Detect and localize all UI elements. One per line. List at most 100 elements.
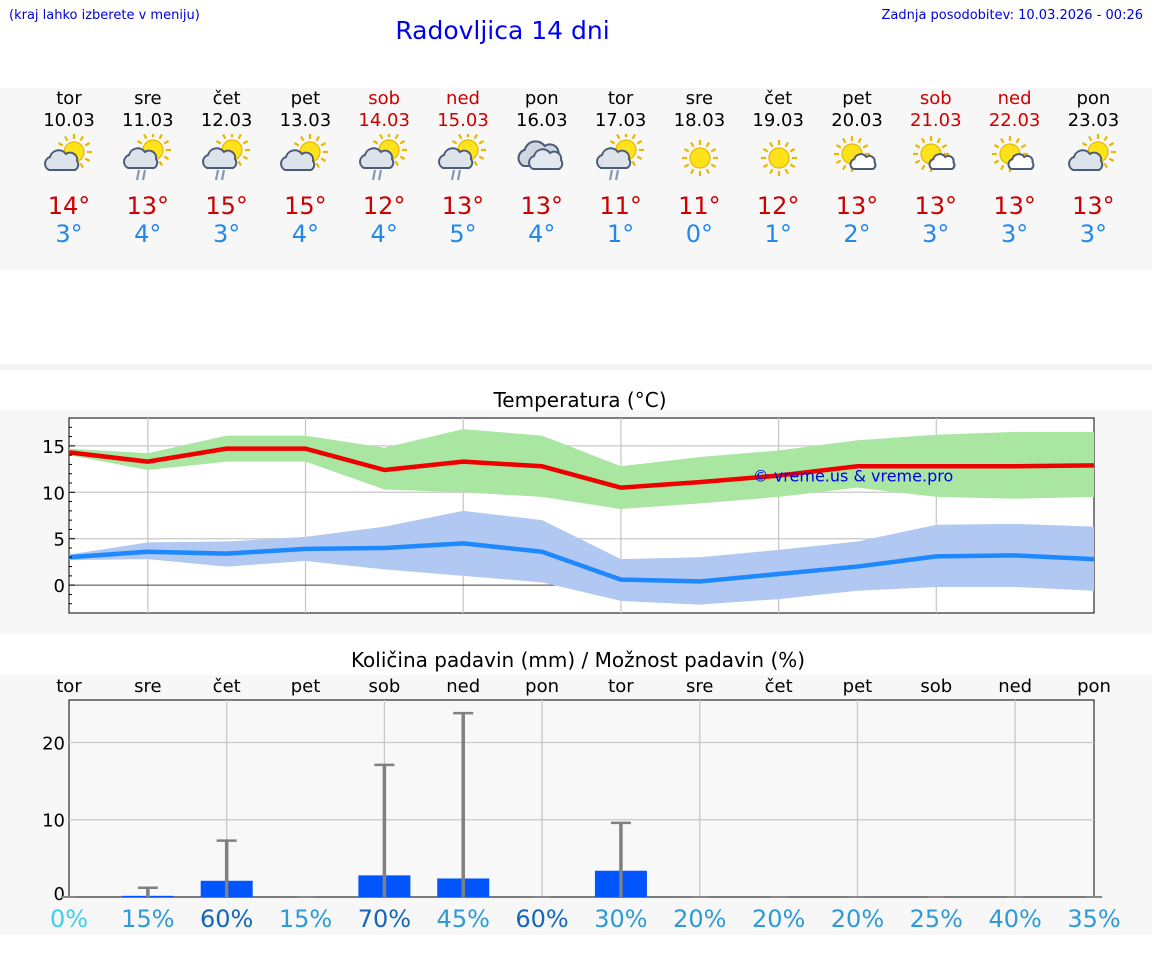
precipitation-probability: 40%: [988, 905, 1041, 933]
category-label: sob: [368, 676, 400, 697]
precipitation-probability: 70%: [358, 905, 411, 933]
sun-cloud-icon: [44, 134, 92, 171]
category-label: čet: [213, 676, 241, 697]
y-tick-label: 15: [42, 437, 65, 458]
y-tick-label: 10: [42, 811, 65, 832]
sun-cloud-rain-icon: [595, 134, 644, 181]
day-column: ned 15.03 13° 5°: [424, 88, 502, 248]
day-date: 13.03: [279, 110, 332, 131]
precipitation-probability: 15%: [121, 905, 174, 933]
precipitation-chart: Količina padavin (mm) / Možnost padavin …: [42, 648, 1121, 933]
y-tick-label: 0: [54, 576, 65, 597]
max-temperature-line: [68, 446, 1095, 490]
min-temperature: 5°: [449, 220, 477, 248]
day-date: 21.03: [910, 110, 962, 131]
max-temperature: 13°: [126, 192, 170, 220]
category-label: tor: [608, 676, 634, 697]
day-column: pon 23.03 13° 3°: [1054, 88, 1132, 248]
min-temperature: 3°: [55, 220, 83, 248]
category-label: sre: [134, 676, 161, 697]
day-date: 18.03: [673, 110, 726, 131]
day-column: pet 13.03 15° 4°: [266, 88, 344, 248]
forecast-strip: tor 10.03 14° 3° sre 11.03 13° 4° čet 12.03 15° 3° p…: [0, 88, 1152, 270]
day-date: 15.03: [437, 110, 489, 131]
day-date: 19.03: [752, 110, 804, 131]
max-range-band: [69, 429, 1094, 509]
max-temperature: 14°: [47, 192, 91, 220]
category-label: tor: [56, 676, 82, 697]
min-temperature: 4°: [291, 220, 320, 248]
category-label: sre: [686, 676, 713, 697]
min-temperature: 4°: [370, 220, 398, 248]
sun-cloud-icon: [280, 134, 329, 171]
day-column: čet 12.03 15° 3°: [188, 88, 266, 248]
category-label: čet: [765, 676, 793, 697]
sun-small-cloud-icon: [834, 136, 877, 172]
divider: [0, 364, 1152, 370]
plot-area: [68, 699, 1095, 898]
day-column: sre 11.03 13° 4°: [109, 88, 187, 248]
min-temperature: 0°: [685, 220, 714, 248]
chart-title: Temperatura (°C): [492, 388, 666, 412]
max-temperature: 11°: [678, 192, 721, 220]
day-column: pon 16.03 13° 4°: [503, 88, 581, 248]
category-label: ned: [446, 676, 480, 697]
max-temperature: 13°: [1072, 192, 1115, 220]
precipitation-probability: 20%: [673, 905, 726, 933]
y-tick-label: 10: [42, 483, 65, 504]
day-name: sob: [368, 88, 401, 109]
cloud-icon: [517, 140, 564, 170]
day-date: 12.03: [200, 110, 253, 131]
y-tick-label: 5: [54, 530, 65, 551]
location-note[interactable]: (kraj lahko izberete v meniju): [9, 8, 200, 23]
day-name: pet: [842, 88, 872, 109]
day-name: sre: [685, 88, 714, 109]
day-date: 20.03: [831, 110, 883, 131]
day-column: pet 20.03 13° 2°: [818, 88, 896, 248]
day-name: pon: [524, 88, 559, 109]
sun-icon: [682, 140, 719, 176]
max-temperature: 15°: [284, 192, 327, 220]
min-temperature: 3°: [922, 220, 950, 248]
last-updated: Zadnja posodobitev: 10.03.2026 - 00:26: [881, 8, 1143, 23]
sun-cloud-icon: [1068, 134, 1117, 171]
precipitation-probability: 15%: [279, 905, 332, 933]
max-temperature: 13°: [520, 192, 564, 220]
day-date: 10.03: [43, 110, 95, 131]
min-temperature: 2°: [843, 220, 871, 248]
day-column: ned 22.03 13° 3°: [976, 88, 1054, 248]
day-name: čet: [212, 88, 241, 109]
min-temperature-line: [68, 541, 1095, 584]
category-label: pet: [291, 676, 321, 697]
temperature-chart: Temperatura (°C) © vreme.us & vreme.pro 15…: [42, 388, 1095, 614]
day-date: 23.03: [1067, 110, 1120, 131]
min-temperature: 3°: [212, 220, 241, 248]
max-temperature: 11°: [599, 192, 642, 220]
chart-title: Količina padavin (mm) / Možnost padavin …: [351, 648, 805, 672]
precipitation-probability: 25%: [910, 905, 963, 933]
day-column: sre 18.03 11° 0°: [660, 88, 738, 248]
day-name: ned: [446, 88, 480, 109]
watermark: © vreme.us & vreme.pro: [753, 467, 954, 486]
sun-small-cloud-icon: [991, 136, 1035, 172]
day-date: 17.03: [594, 110, 647, 131]
day-column: sob 21.03 13° 3°: [897, 88, 975, 248]
max-temperature: 12°: [362, 192, 406, 220]
precipitation-probability: 45%: [437, 905, 490, 933]
y-tick-label: 20: [42, 733, 65, 754]
day-column: sob 14.03 12° 4°: [345, 88, 423, 248]
day-column: tor 10.03 14° 3°: [30, 88, 108, 248]
day-date: 22.03: [988, 110, 1041, 131]
y-tick-label: 0: [54, 884, 65, 905]
max-temperature: 13°: [441, 192, 485, 220]
min-temperature: 4°: [134, 220, 162, 248]
sun-icon: [761, 140, 798, 176]
max-temperature: 13°: [993, 192, 1036, 220]
day-name: ned: [997, 88, 1032, 109]
precipitation-probability: 30%: [594, 905, 647, 933]
day-name: pet: [290, 88, 321, 109]
min-temperature: 3°: [1000, 220, 1029, 248]
sun-cloud-rain-icon: [438, 134, 486, 181]
precipitation-probability: 35%: [1067, 905, 1120, 933]
precipitation-probability: 60%: [515, 905, 568, 933]
